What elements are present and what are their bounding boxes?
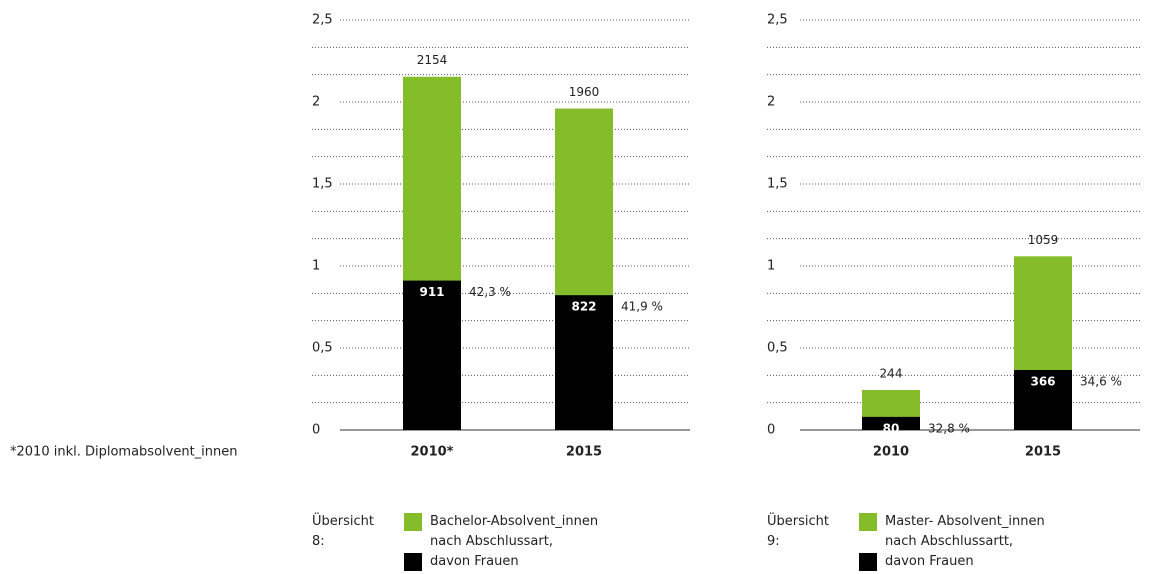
- footnote: *2010 inkl. Diplomabsolvent_innen: [10, 445, 238, 460]
- value-label: 2154: [417, 53, 448, 67]
- x-tick-label: 2015: [1025, 445, 1061, 460]
- y-tick-label: 0: [312, 423, 320, 438]
- x-tick-label: 2010*: [411, 445, 454, 460]
- y-tick-label: 2,5: [312, 13, 333, 28]
- y-tick-label: 2,5: [767, 13, 788, 28]
- share-label: 32,8 %: [928, 421, 970, 435]
- legend-label: Bachelor-Absolvent_innen nach Abschlussa…: [430, 514, 599, 549]
- y-tick-label: 1: [312, 259, 320, 274]
- legend-title: Übersicht 8:: [312, 514, 374, 549]
- value-label: 1059: [1028, 233, 1059, 247]
- y-tick-label: 2: [767, 95, 775, 110]
- legend-swatch: [859, 553, 877, 571]
- legend-title: Übersicht 9:: [767, 514, 829, 549]
- y-tick-label: 1,5: [767, 177, 788, 192]
- share-label: 41,9 %: [621, 300, 663, 314]
- legend-swatch: [859, 513, 877, 531]
- y-tick-label: 0: [767, 423, 775, 438]
- x-tick-label: 2010: [873, 445, 909, 460]
- share-label: 34,6 %: [1080, 374, 1122, 388]
- value-label: 1960: [569, 85, 600, 99]
- value-label: 822: [571, 300, 596, 314]
- y-tick-label: 0,5: [767, 341, 788, 356]
- legend-label: davon Frauen: [430, 554, 519, 569]
- y-tick-label: 0,5: [312, 341, 333, 356]
- bar: [862, 416, 920, 430]
- x-tick-label: 2015: [566, 445, 602, 460]
- bar: [555, 295, 613, 430]
- value-label: 366: [1030, 374, 1055, 388]
- y-tick-label: 1,5: [312, 177, 333, 192]
- legend-swatch: [404, 513, 422, 531]
- value-label: 80: [883, 421, 900, 435]
- share-label: 42,3 %: [469, 285, 511, 299]
- value-label: 911: [419, 285, 444, 299]
- bar: [1014, 369, 1072, 430]
- legend-label: Master- Absolvent_innen nach Abschlussar…: [885, 514, 1045, 549]
- y-tick-label: 1: [767, 259, 775, 274]
- y-tick-label: 2: [312, 95, 320, 110]
- bar: [403, 280, 461, 430]
- value-label: 244: [880, 366, 903, 380]
- legend-label: davon Frauen: [885, 554, 974, 569]
- legend-swatch: [404, 553, 422, 571]
